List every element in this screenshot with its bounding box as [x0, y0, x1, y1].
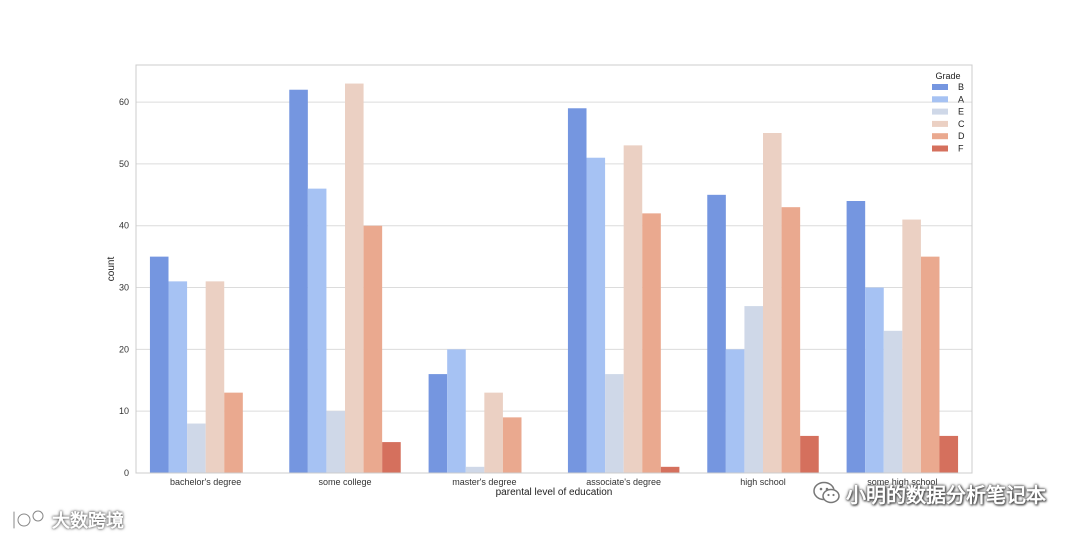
bar-C-2 — [484, 392, 503, 473]
bar-A-1 — [307, 188, 327, 474]
bar-D-0 — [224, 392, 243, 473]
x-tick-label: bachelor's degree — [170, 477, 241, 487]
y-tick-label: 50 — [119, 159, 129, 169]
bar-A-0 — [168, 281, 188, 473]
x-tick-label: some high school — [867, 477, 937, 487]
plot-frame — [135, 64, 973, 474]
bar-C-1 — [345, 83, 364, 473]
bar-D-2 — [502, 417, 522, 473]
legend-swatch-B — [932, 84, 948, 90]
bar-B-5 — [846, 201, 866, 473]
bar-B-4 — [707, 194, 726, 473]
grid-lines — [136, 101, 972, 474]
wechat-icon — [813, 481, 840, 504]
bar-F-4 — [800, 435, 819, 473]
y-tick-label: 60 — [119, 97, 129, 107]
legend-title: Grade — [935, 71, 960, 81]
bar-C-4 — [763, 133, 782, 473]
bar-F-1 — [382, 442, 401, 473]
watermark-right: 小明的数据分析笔记本 — [812, 478, 1046, 508]
legend-label-B: B — [958, 82, 964, 92]
bar-A-2 — [447, 349, 466, 473]
bar-C-3 — [623, 145, 643, 473]
bar-E-4 — [744, 306, 763, 473]
legend-label-F: F — [958, 144, 964, 154]
legend-label-E: E — [958, 107, 964, 117]
bar-A-5 — [865, 287, 884, 473]
bar-D-1 — [363, 225, 383, 473]
bar-E-5 — [883, 330, 903, 473]
legend-swatch-C — [932, 120, 948, 127]
bar-F-5 — [939, 435, 959, 473]
legend-swatch-F — [932, 145, 948, 152]
y-axis-label: count — [106, 257, 117, 282]
x-axis-label: parental level of education — [496, 487, 613, 498]
bar-A-4 — [725, 349, 745, 473]
x-tick-label: high school — [740, 477, 786, 487]
bar-B-3 — [567, 108, 587, 473]
legend-swatch-A — [932, 96, 948, 103]
legend-swatch-D — [932, 133, 948, 140]
bar-D-5 — [920, 256, 940, 473]
bar-E-2 — [465, 466, 485, 473]
legend-swatch-E — [932, 108, 948, 115]
watermark-right-text: 小明的数据分析笔记本 — [846, 482, 1046, 507]
bar-C-0 — [205, 281, 225, 473]
bar-D-4 — [781, 207, 801, 473]
x-tick-label: master's degree — [452, 477, 516, 487]
y-tick-label: 30 — [119, 283, 129, 293]
x-tick-labels: bachelor's degree some college master's de… — [170, 477, 937, 487]
bar-A-3 — [586, 157, 606, 473]
watermark-left: 大数跨境 — [8, 506, 124, 534]
x-tick-label: some college — [318, 477, 371, 487]
y-tick-label: 20 — [119, 344, 129, 354]
y-tick-label: 10 — [119, 406, 129, 416]
bar-D-3 — [642, 213, 661, 473]
bar-E-3 — [605, 374, 624, 473]
bar-E-1 — [326, 411, 345, 473]
y-tick-labels: 0 10 20 30 40 50 60 — [119, 97, 129, 478]
bar-B-0 — [149, 256, 169, 473]
legend-label-A: A — [958, 94, 964, 104]
y-tick-label: 40 — [119, 221, 129, 231]
bars — [149, 83, 959, 474]
watermark-left-text: 大数跨境 — [52, 511, 124, 532]
bar-E-0 — [187, 423, 206, 473]
bar-B-1 — [289, 89, 308, 474]
legend-label-C: C — [958, 119, 965, 129]
bar-C-5 — [902, 219, 921, 473]
y-tick-label: 0 — [124, 468, 129, 478]
legend-label-D: D — [958, 131, 965, 141]
logo-icon — [12, 509, 45, 530]
x-tick-label: associate's degree — [586, 477, 661, 487]
bar-F-3 — [660, 466, 680, 473]
bar-B-2 — [428, 374, 448, 473]
